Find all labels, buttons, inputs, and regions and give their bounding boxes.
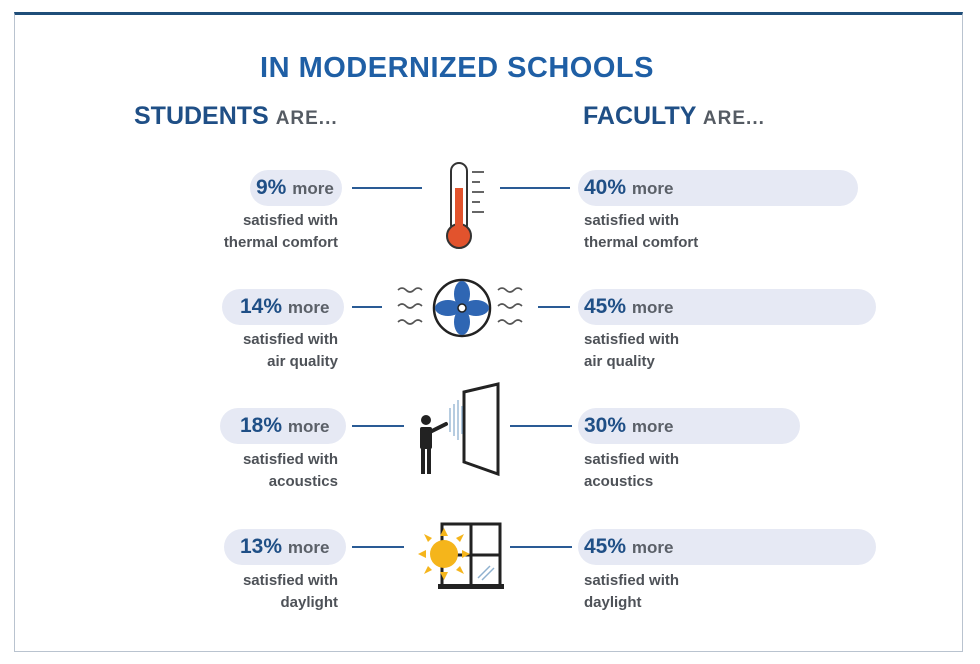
more-label: more xyxy=(287,298,330,317)
teacher-board-icon xyxy=(420,382,500,477)
student-stat-air: 14% more xyxy=(240,289,329,325)
faculty-stat-air: 45% more xyxy=(584,289,673,325)
faculty-caption-daylight: satisfied with daylight xyxy=(584,570,679,614)
faculty-pct-acoustics: 30% xyxy=(584,414,627,437)
more-label: more xyxy=(287,538,330,557)
connector-line xyxy=(352,546,404,548)
sun-window-icon xyxy=(418,522,504,589)
faculty-stat-thermal: 40% more xyxy=(584,170,673,206)
caption-line: satisfied with xyxy=(242,331,338,348)
faculty-stat-pill-acoustics xyxy=(578,408,800,444)
connector-line xyxy=(352,425,404,427)
faculty-caption-air: satisfied with air quality xyxy=(584,329,679,373)
caption-line: satisfied with xyxy=(242,572,338,589)
student-stat-pill-acoustics xyxy=(220,408,346,444)
connector-line xyxy=(538,306,570,308)
faculty-stat-daylight: 45% more xyxy=(584,529,673,565)
faculty-caption-thermal: satisfied with thermal comfort xyxy=(584,210,698,254)
caption-topic: daylight xyxy=(584,594,642,611)
faculty-suffix: ARE... xyxy=(702,108,765,129)
caption-line: satisfied with xyxy=(242,451,338,468)
students-heading: STUDENTS ARE... xyxy=(134,102,338,131)
fan-icon xyxy=(397,278,523,338)
student-caption-daylight: satisfied with daylight xyxy=(180,570,338,614)
more-label: more xyxy=(631,298,674,317)
caption-topic: thermal comfort xyxy=(584,234,699,251)
student-pct-acoustics: 18% xyxy=(240,414,283,437)
faculty-stat-acoustics: 30% more xyxy=(584,408,673,444)
connector-line xyxy=(500,187,570,189)
more-label: more xyxy=(631,538,674,557)
student-stat-thermal: 9% more xyxy=(256,170,334,206)
more-label: more xyxy=(631,179,674,198)
student-stat-acoustics: 18% more xyxy=(240,408,329,444)
faculty-heading: FACULTY ARE... xyxy=(583,102,765,131)
thermometer-icon xyxy=(446,162,484,249)
caption-topic: acoustics xyxy=(268,473,338,490)
faculty-caption-acoustics: satisfied with acoustics xyxy=(584,449,679,493)
faculty-pct-thermal: 40% xyxy=(584,176,627,199)
student-pct-air: 14% xyxy=(240,295,283,318)
student-stat-pill-daylight xyxy=(224,529,346,565)
more-label: more xyxy=(292,179,334,198)
student-pct-thermal: 9% xyxy=(256,176,287,199)
faculty-stat-pill-daylight xyxy=(578,529,876,565)
students-label: STUDENTS xyxy=(134,102,269,130)
more-label: more xyxy=(631,417,674,436)
student-caption-acoustics: satisfied with acoustics xyxy=(180,449,338,493)
faculty-pct-air: 45% xyxy=(584,295,627,318)
connector-line xyxy=(352,187,422,189)
more-label: more xyxy=(287,417,330,436)
student-stat-daylight: 13% more xyxy=(240,529,329,565)
caption-topic: air quality xyxy=(267,353,338,370)
page-title: IN MODERNIZED SCHOOLS xyxy=(260,52,654,84)
infographic-frame xyxy=(14,12,963,652)
connector-line xyxy=(510,425,572,427)
caption-line: satisfied with xyxy=(584,331,680,348)
caption-topic: daylight xyxy=(280,594,338,611)
connector-line xyxy=(352,306,382,308)
caption-line: satisfied with xyxy=(584,572,680,589)
faculty-label: FACULTY xyxy=(583,102,696,130)
student-pct-daylight: 13% xyxy=(240,535,283,558)
students-suffix: ARE... xyxy=(275,108,338,129)
faculty-stat-pill-air xyxy=(578,289,876,325)
caption-line: satisfied with xyxy=(584,451,680,468)
caption-topic: air quality xyxy=(584,353,655,370)
student-caption-thermal: satisfied with thermal comfort xyxy=(180,210,338,254)
faculty-stat-pill-thermal xyxy=(578,170,858,206)
faculty-pct-daylight: 45% xyxy=(584,535,627,558)
caption-line: satisfied with xyxy=(584,212,680,229)
caption-line: satisfied with xyxy=(242,212,338,229)
caption-topic: acoustics xyxy=(584,473,654,490)
student-caption-air: satisfied with air quality xyxy=(180,329,338,373)
student-stat-pill-air xyxy=(222,289,344,325)
connector-line xyxy=(510,546,572,548)
student-stat-pill-thermal xyxy=(250,170,342,206)
caption-topic: thermal comfort xyxy=(223,234,338,251)
